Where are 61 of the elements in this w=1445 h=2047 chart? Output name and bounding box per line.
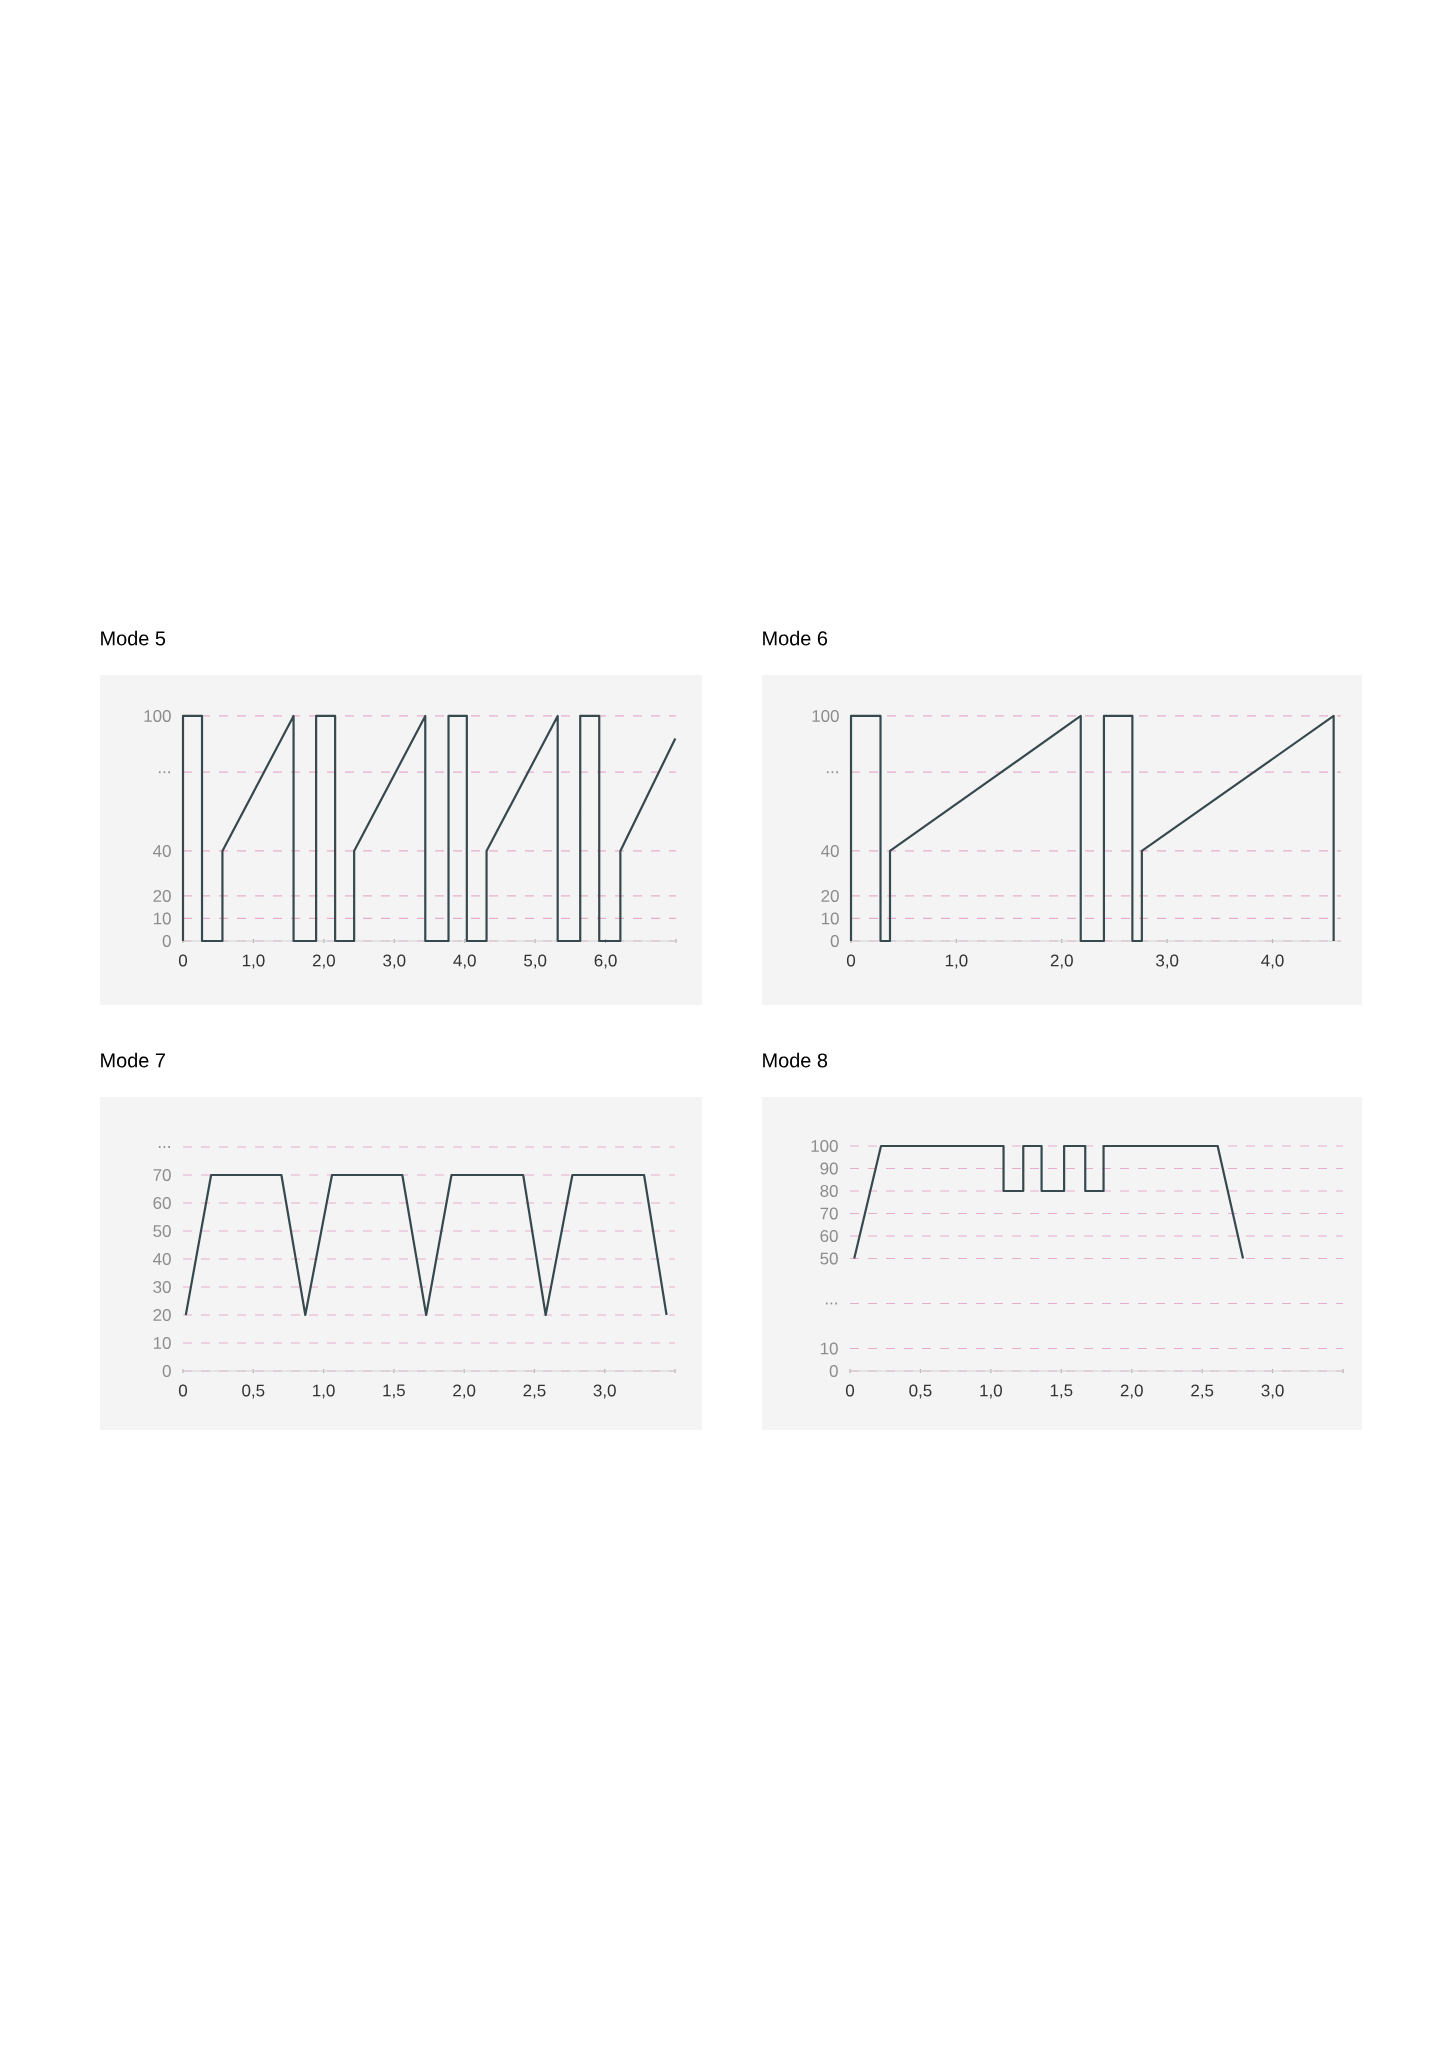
y-tick-label: 70	[820, 1207, 838, 1220]
x-tick-label: 1,0	[313, 1384, 335, 1399]
x-tick-label: 3,0	[593, 1384, 616, 1399]
y-tick-label: 40	[821, 844, 839, 857]
x-tick-label: 2,0	[1120, 1384, 1143, 1399]
y-tick-label: 10	[821, 912, 839, 925]
x-tick-label: 0	[845, 1384, 855, 1397]
x-tick-label: 0	[178, 954, 188, 967]
line-series	[181, 714, 677, 943]
y-tick-label: 20	[821, 889, 839, 902]
y-tick-label: ...	[825, 1302, 837, 1305]
y-tick-label: 60	[153, 1196, 171, 1209]
x-tick-label: 5,0	[524, 954, 547, 969]
x-tick-label: 1,0	[980, 1384, 1002, 1399]
y-tick-label: 10	[153, 912, 171, 925]
x-tick-label: 0,5	[242, 1384, 265, 1399]
x-tick-label: 1,5	[383, 1384, 405, 1399]
chart-title: Mode 8	[763, 1052, 828, 1068]
y-tick-label: ...	[158, 771, 170, 774]
x-tick-label: 1,0	[945, 954, 968, 969]
y-tick-label: 80	[820, 1184, 838, 1197]
y-tick-label: 40	[153, 844, 171, 857]
y-tick-label: 100	[811, 1139, 838, 1152]
y-tick-label: 20	[153, 1308, 171, 1321]
y-tick-label: 10	[820, 1342, 838, 1355]
y-tick-label: 90	[820, 1162, 838, 1175]
chart-title: Mode 5	[101, 630, 166, 646]
x-tick-label: 2,5	[1191, 1384, 1214, 1399]
x-tick-label: 2,0	[1050, 954, 1073, 969]
y-tick-label: 40	[153, 1252, 171, 1265]
x-tick-label: 0	[846, 954, 856, 967]
x-tick-label: 2,0	[453, 1384, 476, 1399]
y-tick-label: ...	[158, 1146, 170, 1148]
x-tick-label: 1,5	[1050, 1384, 1073, 1399]
chart-title: Mode 7	[101, 1052, 165, 1068]
y-tick-label: 50	[820, 1252, 838, 1265]
x-tick-label: 4,0	[453, 954, 476, 969]
y-tick-label: 10	[153, 1336, 171, 1349]
chart-title: Mode 6	[763, 630, 828, 646]
x-tick-label: 4,0	[1261, 954, 1284, 969]
y-tick-label: 0	[830, 934, 839, 947]
y-tick-label: 0	[162, 1364, 171, 1377]
y-tick-label: 20	[153, 889, 171, 902]
x-tick-label: 2,5	[523, 1384, 546, 1399]
y-tick-label: 60	[820, 1229, 838, 1242]
y-tick-label: 100	[812, 709, 839, 722]
x-tick-label: 2,0	[312, 954, 335, 969]
x-tick-label: 1,0	[242, 954, 265, 969]
x-tick-label: 3,0	[383, 954, 406, 969]
x-tick-label: 0,5	[909, 1384, 932, 1399]
y-tick-label: 0	[162, 934, 171, 947]
x-tick-label: 6,0	[594, 954, 617, 969]
x-tick-label: 3,0	[1156, 954, 1179, 969]
y-tick-label: ...	[826, 771, 838, 774]
y-tick-label: 70	[153, 1168, 171, 1181]
x-tick-label: 3,0	[1261, 1384, 1284, 1399]
y-tick-label: 50	[153, 1224, 171, 1237]
y-tick-label: 100	[144, 709, 171, 722]
y-tick-label: 0	[829, 1364, 838, 1377]
y-tick-label: 30	[153, 1280, 171, 1293]
x-tick-label: 0	[178, 1384, 188, 1397]
